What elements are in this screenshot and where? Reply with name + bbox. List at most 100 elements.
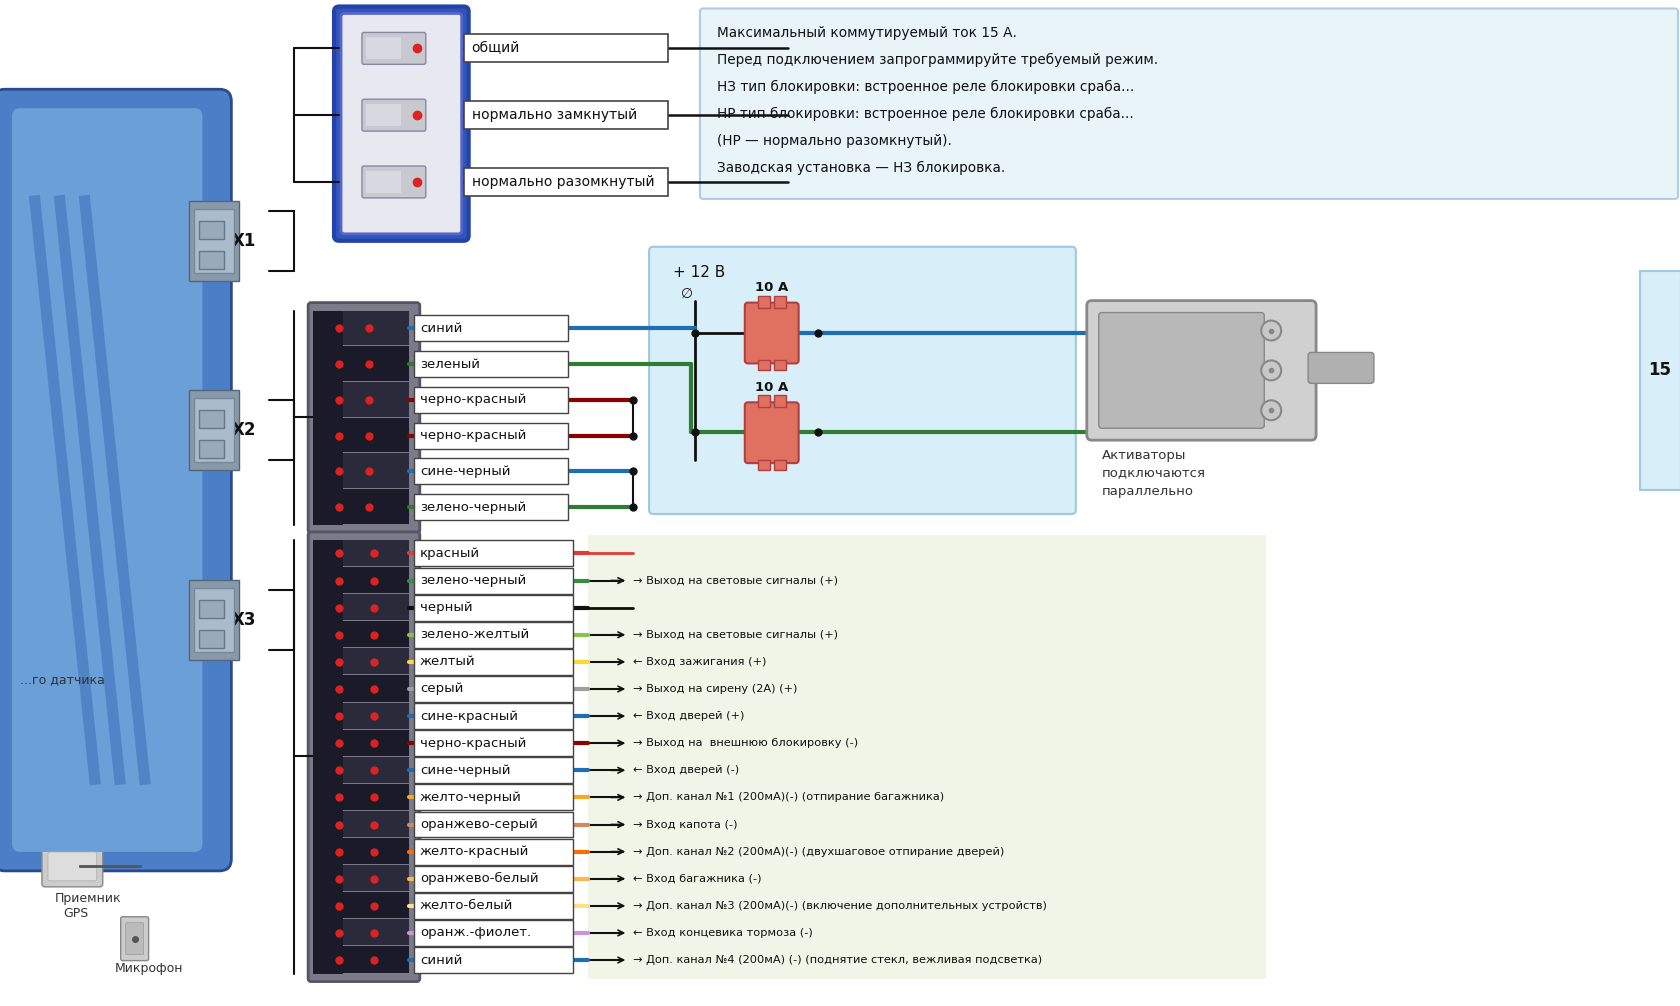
Bar <box>190 201 239 281</box>
Bar <box>588 535 1265 979</box>
Bar <box>319 784 408 810</box>
Bar <box>413 866 573 891</box>
FancyBboxPatch shape <box>307 303 420 533</box>
Bar <box>319 919 408 946</box>
FancyBboxPatch shape <box>42 846 102 887</box>
Text: зелено-черный: зелено-черный <box>420 501 526 514</box>
Bar <box>413 540 573 566</box>
Text: X2: X2 <box>232 422 255 440</box>
Bar <box>319 729 408 756</box>
Bar <box>319 489 408 524</box>
Bar <box>200 221 223 238</box>
Text: Активаторы: Активаторы <box>1100 449 1186 462</box>
Bar <box>413 622 573 648</box>
Text: черно-красный: черно-красный <box>420 736 526 749</box>
FancyBboxPatch shape <box>126 923 143 955</box>
Bar <box>773 460 785 470</box>
FancyBboxPatch shape <box>1087 301 1315 441</box>
Text: черный: черный <box>420 602 472 614</box>
Bar <box>413 730 573 757</box>
FancyBboxPatch shape <box>49 852 97 881</box>
Text: 15: 15 <box>1646 361 1670 379</box>
Bar <box>319 757 408 783</box>
Bar <box>758 296 769 308</box>
Bar <box>413 812 573 837</box>
Bar <box>413 703 573 729</box>
Bar <box>319 382 408 416</box>
Text: черно-красный: черно-красный <box>420 393 526 406</box>
Text: зелено-желтый: зелено-желтый <box>420 629 529 641</box>
Text: сине-черный: сине-черный <box>420 764 511 777</box>
Bar <box>319 346 408 381</box>
Bar <box>773 360 785 370</box>
Bar <box>190 579 239 660</box>
FancyBboxPatch shape <box>699 8 1677 199</box>
Bar <box>319 622 408 647</box>
Text: параллельно: параллельно <box>1100 485 1193 498</box>
Text: → Доп. канал №3 (200мА)(-) (включение дополнительных устройств): → Доп. канал №3 (200мА)(-) (включение до… <box>633 900 1047 910</box>
Bar <box>366 37 400 59</box>
Text: сине-черный: сине-черный <box>420 465 511 478</box>
Bar <box>413 351 568 377</box>
Bar <box>200 600 223 618</box>
Bar <box>319 540 408 566</box>
Bar <box>319 892 408 918</box>
Bar <box>319 838 408 864</box>
Bar <box>200 410 223 429</box>
FancyBboxPatch shape <box>361 100 425 131</box>
Bar <box>200 250 223 269</box>
Bar <box>200 441 223 458</box>
Text: оранж.-фиолет.: оранж.-фиолет. <box>420 927 531 940</box>
Text: 10 А: 10 А <box>754 281 788 294</box>
Text: → Выход на  внешнюю блокировку (-): → Выход на внешнюю блокировку (-) <box>633 738 858 748</box>
Text: ← Вход зажигания (+): ← Вход зажигания (+) <box>633 657 766 667</box>
Text: зеленый: зеленый <box>420 358 479 370</box>
Bar <box>464 34 667 62</box>
Bar <box>319 947 408 973</box>
Text: ← Вход дверей (+): ← Вход дверей (+) <box>633 711 744 721</box>
Bar <box>190 390 239 470</box>
Text: ← Вход багажника (-): ← Вход багажника (-) <box>633 874 761 883</box>
Text: желто-белый: желто-белый <box>420 899 512 912</box>
Bar <box>773 395 785 407</box>
Bar <box>413 316 568 341</box>
Text: → Доп. канал №1 (200мА)(-) (отпирание багажника): → Доп. канал №1 (200мА)(-) (отпирание ба… <box>633 793 944 803</box>
FancyBboxPatch shape <box>307 532 420 982</box>
Text: серый: серый <box>420 682 464 695</box>
Bar <box>413 758 573 784</box>
Text: Микрофон: Микрофон <box>114 962 183 975</box>
FancyBboxPatch shape <box>121 916 148 961</box>
Bar <box>319 811 408 837</box>
Text: красный: красный <box>420 547 479 560</box>
Bar <box>319 417 408 453</box>
Bar <box>413 567 573 594</box>
Bar <box>312 540 343 974</box>
Text: → Доп. канал №4 (200мА) (-) (поднятие стекл, вежливая подсветка): → Доп. канал №4 (200мА) (-) (поднятие ст… <box>633 955 1042 965</box>
Bar <box>413 839 573 864</box>
Text: Приемник: Приемник <box>55 892 121 905</box>
Bar <box>195 588 234 652</box>
FancyBboxPatch shape <box>1307 352 1373 383</box>
Bar <box>464 102 667 129</box>
Text: (НР — нормально разомкнутый).: (НР — нормально разомкнутый). <box>716 134 951 148</box>
Bar <box>319 311 408 345</box>
Text: → Доп. канал №2 (200мА)(-) (двухшаговое отпирание дверей): → Доп. канал №2 (200мА)(-) (двухшаговое … <box>633 847 1005 857</box>
Bar <box>413 494 568 520</box>
Bar <box>195 209 234 273</box>
Text: желто-черный: желто-черный <box>420 791 521 804</box>
FancyBboxPatch shape <box>341 13 462 233</box>
Bar <box>200 630 223 648</box>
Bar <box>413 676 573 702</box>
Text: синий: синий <box>420 322 462 335</box>
Bar <box>1640 271 1680 490</box>
Bar <box>758 395 769 407</box>
Text: Заводская установка — НЗ блокировка.: Заводская установка — НЗ блокировка. <box>716 161 1005 175</box>
Text: X1: X1 <box>232 231 255 249</box>
Text: сине-красный: сине-красный <box>420 709 517 722</box>
Text: общий: общий <box>472 41 519 55</box>
Text: оранжево-серый: оранжево-серый <box>420 818 538 831</box>
Bar <box>195 398 234 462</box>
Circle shape <box>1260 360 1280 380</box>
Bar <box>773 296 785 308</box>
Text: ← Вход дверей (-): ← Вход дверей (-) <box>633 766 739 776</box>
